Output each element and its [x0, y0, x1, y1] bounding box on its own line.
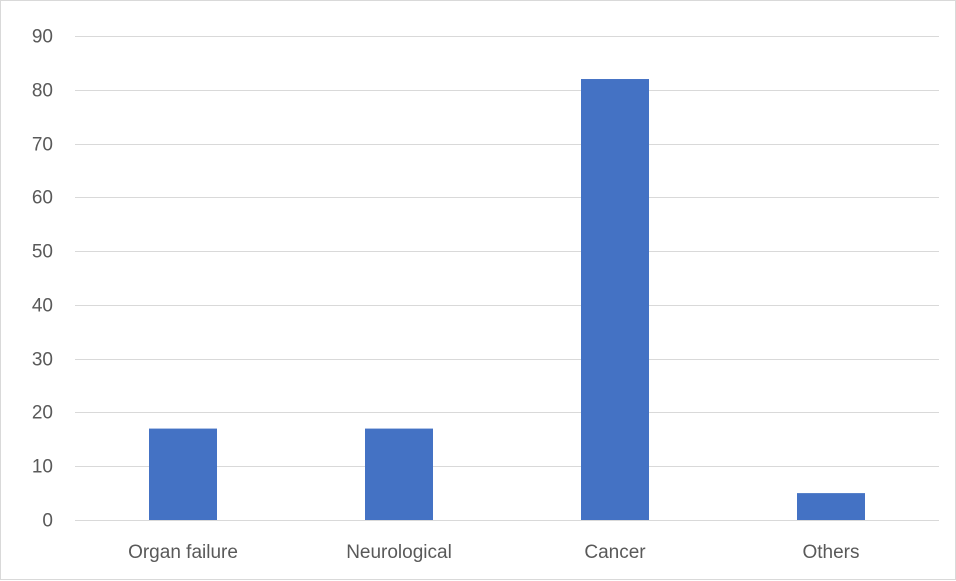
y-tick-label: 30: [32, 350, 53, 371]
y-tick-label: 10: [32, 457, 53, 478]
x-tick-label: Organ failure: [128, 542, 238, 563]
y-tick-label: 60: [32, 188, 53, 209]
x-tick-label: Neurological: [346, 542, 452, 563]
y-tick-label: 70: [32, 135, 53, 156]
x-axis-tick-labels: Organ failure Neurological Cancer Others: [128, 542, 859, 563]
bar-neurological: [365, 428, 433, 520]
y-tick-label: 90: [32, 27, 53, 48]
y-axis-tick-labels: 0 10 20 30 40 50 60 70 80 90: [32, 27, 53, 532]
y-tick-label: 50: [32, 242, 53, 263]
bar-organ-failure: [149, 428, 217, 520]
bars: [149, 79, 865, 521]
y-tick-label: 0: [42, 511, 53, 532]
y-tick-label: 40: [32, 296, 53, 317]
x-tick-label: Others: [802, 542, 859, 563]
y-tick-label: 20: [32, 403, 53, 424]
x-tick-label: Cancer: [584, 542, 646, 563]
gridlines: [75, 36, 939, 521]
y-tick-label: 80: [32, 81, 53, 102]
bar-others: [797, 493, 865, 520]
bar-cancer: [581, 79, 649, 521]
